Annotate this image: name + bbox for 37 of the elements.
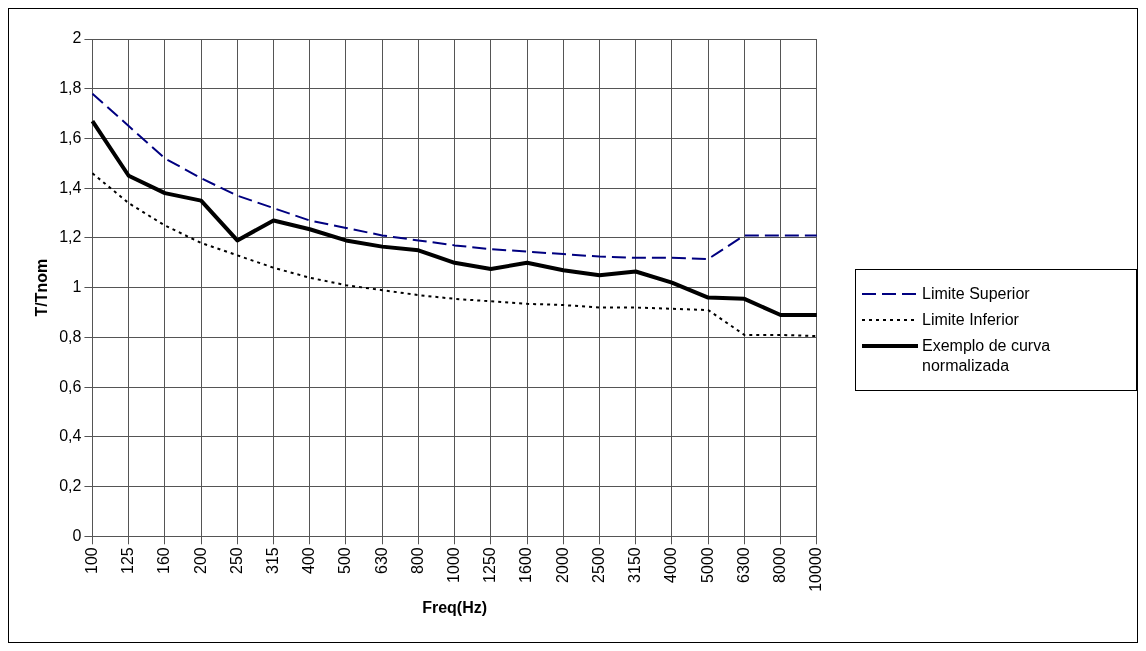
x-tick-label: 1250 <box>481 547 499 583</box>
x-tick-label: 5000 <box>698 547 716 583</box>
y-tick-label: 0 <box>72 526 82 544</box>
y-tick-label: 1,2 <box>59 228 82 246</box>
x-tick-label: 1000 <box>445 547 463 583</box>
x-tick-label: 630 <box>372 547 390 575</box>
y-tick-label: 1 <box>72 278 82 296</box>
legend-label: Limite Superior <box>922 284 1030 304</box>
legend-label: Limite Inferior <box>922 310 1019 330</box>
y-tick-label: 0,8 <box>59 327 82 345</box>
x-tick-label: 6300 <box>734 547 752 583</box>
y-tick-label: 0,4 <box>59 427 82 445</box>
y-tick-label: 2 <box>72 29 82 47</box>
y-tick-label: 1,6 <box>59 128 82 146</box>
legend-label: Exemplo de curva normalizada <box>922 336 1052 376</box>
x-tick-label: 315 <box>263 547 281 575</box>
y-axis-title: T/Tnom <box>33 258 51 317</box>
x-tick-label: 4000 <box>662 547 680 583</box>
x-tick-label: 125 <box>119 547 137 575</box>
y-tick-label: 0,2 <box>59 476 82 494</box>
x-tick-label: 8000 <box>770 547 788 583</box>
x-tick-label: 800 <box>408 547 426 575</box>
x-tick-label: 2000 <box>553 547 571 583</box>
x-tick-label: 500 <box>336 547 354 575</box>
y-tick-label: 1,8 <box>59 79 82 97</box>
y-tick-label: 1,4 <box>59 178 82 196</box>
x-tick-label: 200 <box>191 547 209 575</box>
x-tick-label: 10000 <box>807 547 825 592</box>
x-tick-label: 1600 <box>517 547 535 583</box>
x-tick-label: 400 <box>300 547 318 575</box>
y-tick-label: 0,6 <box>59 377 82 395</box>
x-tick-label: 250 <box>227 547 245 575</box>
x-tick-label: 3150 <box>626 547 644 583</box>
x-tick-label: 100 <box>82 547 100 575</box>
x-axis-title: Freq(Hz) <box>422 598 488 616</box>
x-tick-label: 2500 <box>589 547 607 583</box>
x-tick-label: 160 <box>155 547 173 575</box>
